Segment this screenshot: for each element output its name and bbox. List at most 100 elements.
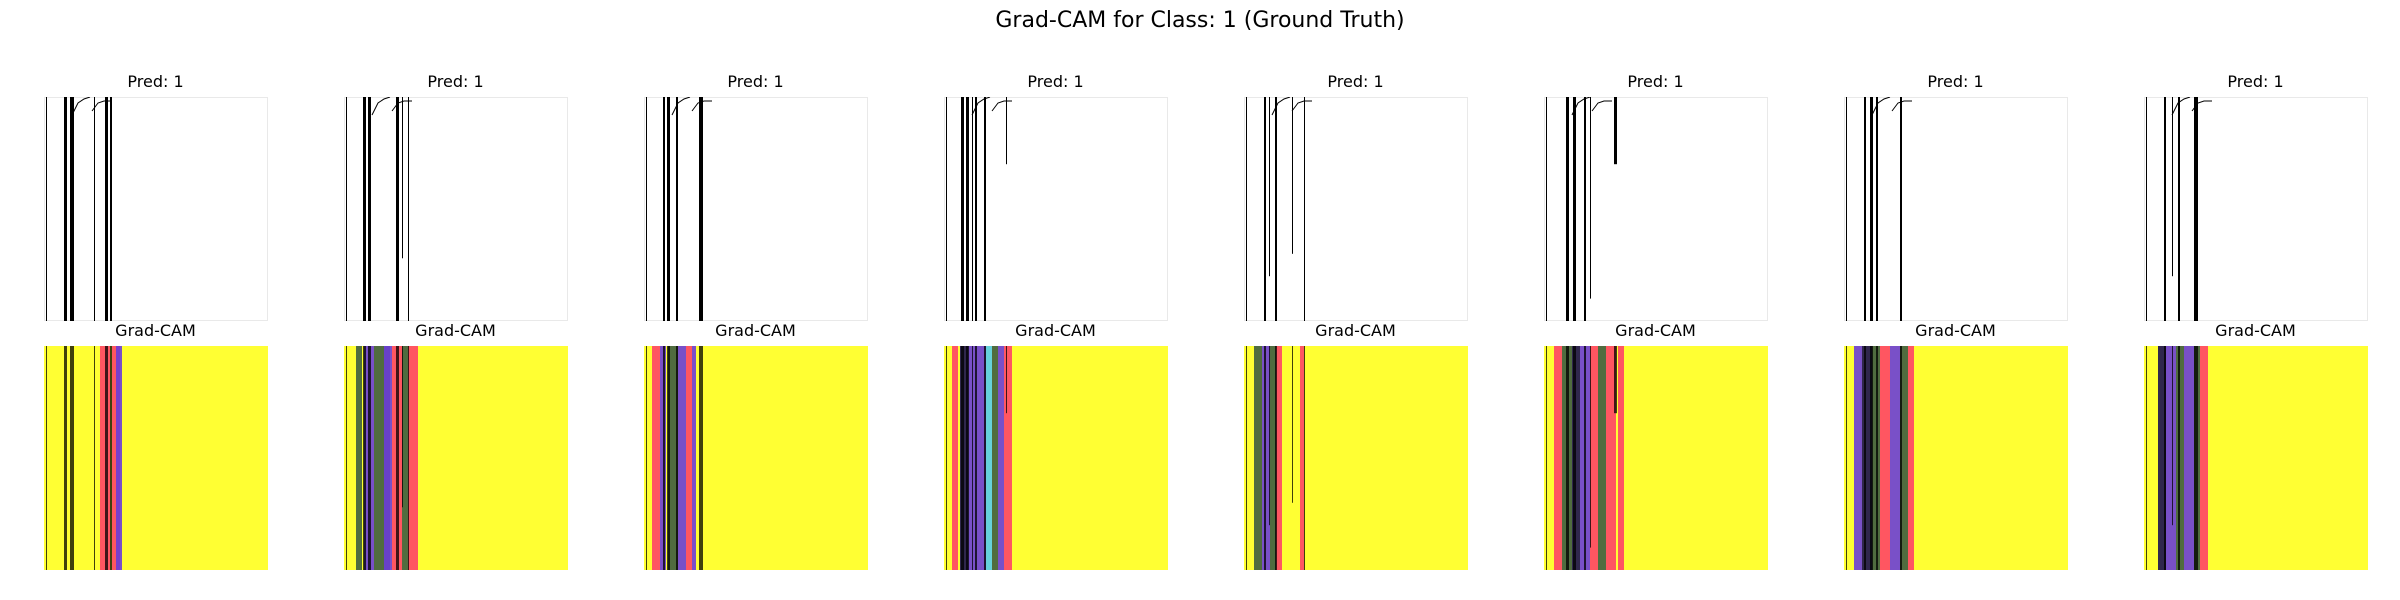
input-frame — [945, 98, 1168, 321]
cam-stroke-5 — [2194, 346, 2198, 570]
gradcam-map-8 — [2144, 346, 2368, 570]
input-image-6 — [1544, 97, 1768, 321]
pred-title-7: Pred: 1 — [1843, 72, 2068, 92]
cam-stroke-2 — [1264, 346, 1266, 570]
cam-stroke-4 — [1275, 346, 1277, 570]
gradcam-title-8: Grad-CAM — [2143, 321, 2368, 341]
gradcam-map-4 — [944, 346, 1168, 570]
cam-stroke-6 — [1614, 346, 1617, 413]
input-stroke-5 — [1292, 97, 1293, 254]
cam-stroke-1 — [2146, 346, 2147, 570]
input-stroke-5 — [699, 97, 703, 321]
cam-stroke-4 — [1584, 346, 1586, 570]
input-stroke-5 — [402, 97, 403, 258]
heat-band-6 — [2200, 346, 2208, 570]
cam-stroke-2 — [2164, 346, 2166, 570]
heat-band-1 — [356, 346, 362, 570]
input-stroke-3 — [667, 97, 670, 321]
cam-stroke-6 — [1304, 346, 1305, 570]
cam-stroke-1 — [1246, 346, 1247, 570]
input-stroke-6 — [1614, 97, 1617, 164]
pred-title-8: Pred: 1 — [2143, 72, 2368, 92]
gradcam-title-2: Grad-CAM — [343, 321, 568, 341]
input-stroke-1 — [346, 97, 347, 321]
heat-band-7 — [998, 346, 1004, 570]
cam-stroke-5 — [1900, 346, 1902, 570]
heat-band-6 — [692, 346, 696, 570]
heat-band-7 — [408, 346, 418, 570]
cam-stroke-1 — [1846, 346, 1847, 570]
input-stroke-2 — [64, 97, 67, 321]
gradcam-map-7 — [1844, 346, 2068, 570]
cam-stroke-1 — [46, 346, 47, 570]
cam-stroke-4 — [73, 346, 74, 570]
input-stroke-5 — [975, 97, 977, 321]
gradcam-map-5 — [1244, 346, 1468, 570]
input-frame — [2145, 98, 2368, 321]
pred-title-4: Pred: 1 — [943, 72, 1168, 92]
cam-stroke-3 — [1269, 346, 1270, 525]
input-stroke-7 — [1006, 97, 1007, 164]
input-stroke-6 — [984, 97, 986, 321]
cam-stroke-3 — [70, 346, 73, 570]
cam-stroke-3 — [667, 346, 670, 570]
input-image-3 — [644, 97, 868, 321]
input-stroke-4 — [972, 97, 973, 321]
pred-title-5: Pred: 1 — [1243, 72, 1468, 92]
input-stroke-2 — [663, 97, 665, 321]
input-image-8 — [2144, 97, 2368, 321]
cam-stroke-7 — [110, 346, 112, 570]
cam-stroke-5 — [1292, 346, 1293, 503]
input-stroke-3 — [70, 97, 73, 321]
heat-band-7 — [1908, 346, 1914, 570]
cam-stroke-5 — [1590, 346, 1591, 548]
cam-stroke-5 — [94, 346, 95, 570]
input-stroke-6 — [105, 97, 108, 321]
input-stroke-2 — [1566, 97, 1569, 321]
input-stroke-1 — [1846, 97, 1847, 321]
cam-stroke-4 — [396, 346, 399, 570]
heat-band-4 — [2184, 346, 2194, 570]
heat-band-1 — [652, 346, 660, 570]
input-frame — [1245, 98, 1468, 321]
gradcam-map-3 — [644, 346, 868, 570]
input-stroke-4 — [1876, 97, 1878, 321]
input-stroke-2 — [961, 97, 964, 321]
cam-stroke-6 — [105, 346, 108, 570]
input-stroke-7 — [110, 97, 112, 321]
gradcam-title-3: Grad-CAM — [643, 321, 868, 341]
input-stroke-2 — [1264, 97, 1266, 321]
input-stroke-6 — [408, 97, 409, 321]
input-stroke-6 — [1304, 97, 1305, 321]
heat-band-4 — [678, 346, 686, 570]
heat-band-5 — [1300, 346, 1304, 570]
input-stroke-4 — [1275, 97, 1277, 321]
cam-stroke-7 — [1006, 346, 1007, 413]
input-stroke-3 — [1870, 97, 1873, 321]
gradcam-title-6: Grad-CAM — [1543, 321, 1768, 341]
heat-band-1 — [1554, 346, 1562, 570]
input-stroke-3 — [368, 97, 371, 321]
input-stroke-1 — [1546, 97, 1547, 321]
input-stroke-5 — [94, 97, 95, 321]
input-frame — [1545, 98, 1768, 321]
cam-stroke-3 — [2172, 346, 2173, 525]
cam-stroke-1 — [646, 346, 647, 570]
input-stroke-5 — [2194, 97, 2198, 321]
cam-stroke-2 — [363, 346, 366, 570]
heat-band-4 — [384, 346, 392, 570]
input-stroke-5 — [1900, 97, 1902, 321]
cam-stroke-5 — [402, 346, 403, 507]
cam-stroke-3 — [368, 346, 371, 570]
input-stroke-1 — [1246, 97, 1247, 321]
input-stroke-3 — [2172, 97, 2173, 276]
cam-stroke-2 — [1566, 346, 1569, 570]
heat-band-6 — [992, 346, 998, 570]
cam-stroke-6 — [408, 346, 409, 570]
heat-band-1 — [1254, 346, 1262, 570]
cam-stroke-3 — [966, 346, 969, 570]
heat-band-5 — [1890, 346, 1900, 570]
cam-stroke-1 — [1546, 346, 1547, 570]
input-stroke-4 — [73, 97, 74, 321]
cam-stroke-1 — [946, 346, 947, 570]
